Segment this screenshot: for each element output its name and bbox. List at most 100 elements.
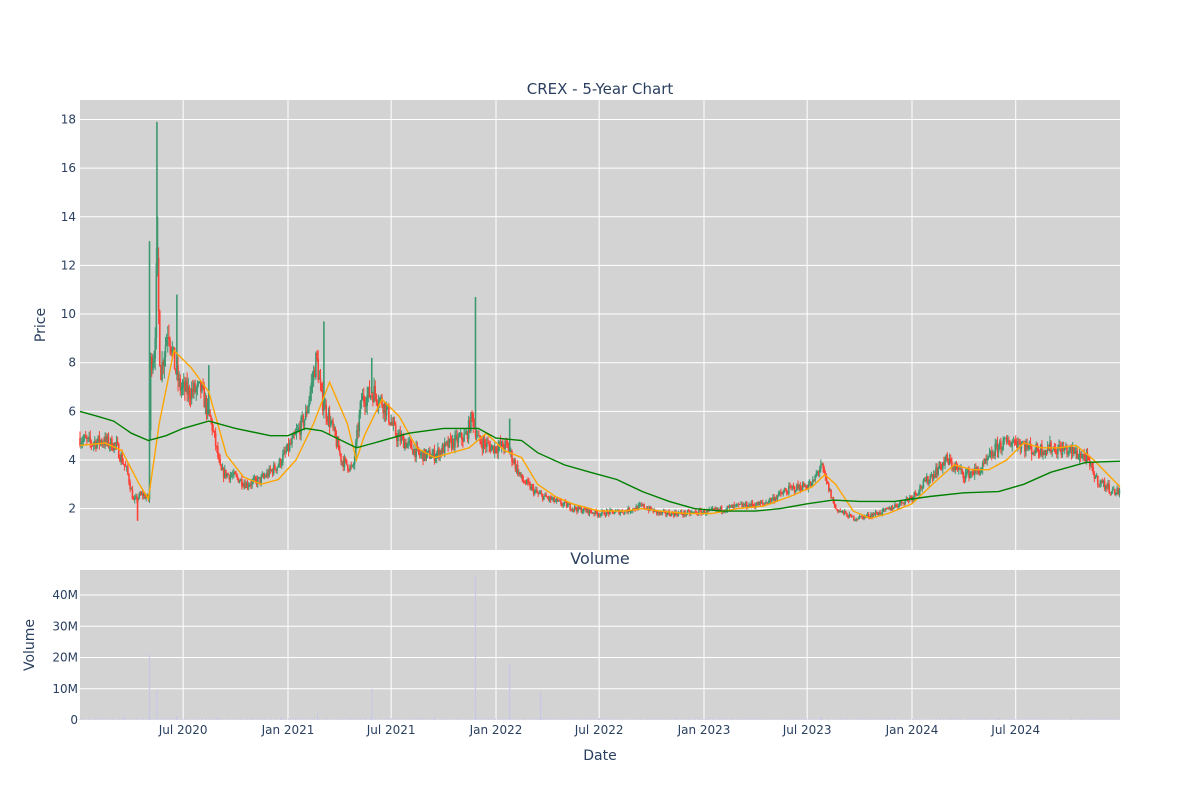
candle-body [378, 398, 381, 405]
candle-body [930, 475, 933, 477]
candle-body [443, 442, 446, 453]
candle-body [800, 489, 803, 491]
candle-body [720, 506, 723, 512]
candle-body [565, 502, 568, 508]
candle-body [886, 508, 888, 510]
candle-body [132, 498, 135, 501]
candle-body [391, 422, 394, 426]
candle-body [630, 510, 633, 512]
candle-body [170, 347, 172, 353]
candle-body [995, 443, 998, 445]
candle-body [1011, 441, 1014, 445]
candle-body [364, 401, 366, 407]
candle-body [814, 475, 816, 481]
candle-body [219, 458, 221, 465]
volume-y-tick-label: 30M [52, 619, 78, 633]
candle-body [87, 437, 89, 439]
candle-body [226, 473, 228, 477]
candle-body [1052, 447, 1055, 451]
candle-body [657, 511, 659, 514]
candle-body [267, 472, 269, 477]
candle-body [764, 503, 766, 505]
candle-body [1093, 473, 1096, 479]
candle-body [89, 436, 92, 442]
candle-body [1074, 453, 1076, 454]
candle-body [1045, 450, 1048, 452]
candle-body [90, 441, 93, 445]
candle-body [544, 494, 546, 496]
candle-body [236, 475, 239, 478]
candle-body [732, 504, 734, 508]
candle-body [179, 378, 182, 391]
candle-body [494, 446, 496, 453]
candle-body [674, 511, 676, 516]
candle-body [733, 504, 736, 506]
volume-y-axis-title: Volume [22, 619, 38, 671]
candle-body [172, 347, 175, 349]
candle-body [153, 358, 155, 363]
candle-body [996, 443, 999, 453]
candle-body [206, 402, 209, 415]
candle-body [1103, 480, 1106, 489]
candle-body [805, 485, 807, 489]
candle-body [843, 511, 846, 514]
candle-body [752, 505, 755, 506]
candle-body [737, 503, 740, 505]
candle-body [478, 435, 480, 437]
candle-body [937, 468, 940, 475]
candle-body [839, 510, 841, 512]
candle-body [641, 504, 643, 506]
candle-body [151, 356, 153, 371]
candle-body [374, 385, 376, 395]
candle-body [960, 468, 962, 470]
candle-body [1010, 444, 1012, 447]
candle-body [465, 432, 468, 434]
candle-body [375, 394, 378, 403]
candle-body [99, 440, 102, 444]
candle-body [161, 362, 163, 381]
candle-body [1109, 492, 1112, 494]
candle-body [765, 502, 767, 504]
candle-body [111, 438, 113, 450]
candle-body [956, 466, 959, 470]
candle-body [439, 450, 441, 458]
candle-body [234, 471, 236, 474]
candle-body [1008, 440, 1010, 445]
candle-body [763, 503, 765, 505]
candle-body [900, 500, 903, 504]
candle-body [548, 496, 551, 500]
candle-body [997, 444, 1000, 453]
candle-body [227, 473, 229, 475]
candle-body [448, 438, 451, 448]
candle-body [128, 474, 130, 483]
candle-body [505, 440, 508, 442]
candle-body [629, 511, 632, 513]
candle-body [468, 420, 471, 432]
candle-body [1087, 455, 1090, 461]
candle-body [948, 458, 951, 465]
candle-body [781, 493, 783, 495]
candle-body [906, 498, 909, 500]
candle-body [1094, 477, 1097, 479]
candle-body [613, 512, 616, 514]
candle-body [1084, 456, 1087, 462]
candle-body [1106, 485, 1108, 488]
candle-body [1099, 483, 1101, 485]
candle-body [471, 412, 473, 414]
candle-body [557, 500, 560, 501]
candle-body [447, 441, 449, 448]
candle-body [513, 460, 516, 463]
candle-body [608, 511, 610, 515]
candle-body [203, 388, 206, 408]
candle-body [953, 467, 955, 470]
candle-body [263, 476, 266, 477]
candle-body [536, 490, 538, 493]
candle-body [970, 472, 973, 474]
candle-body [284, 451, 286, 453]
x-tick-label: Jan 2021 [261, 723, 315, 737]
candle-body [774, 497, 777, 502]
candle-body [669, 514, 672, 517]
candle-body [238, 481, 241, 483]
candle-body [422, 452, 424, 462]
candle-body [862, 516, 864, 519]
